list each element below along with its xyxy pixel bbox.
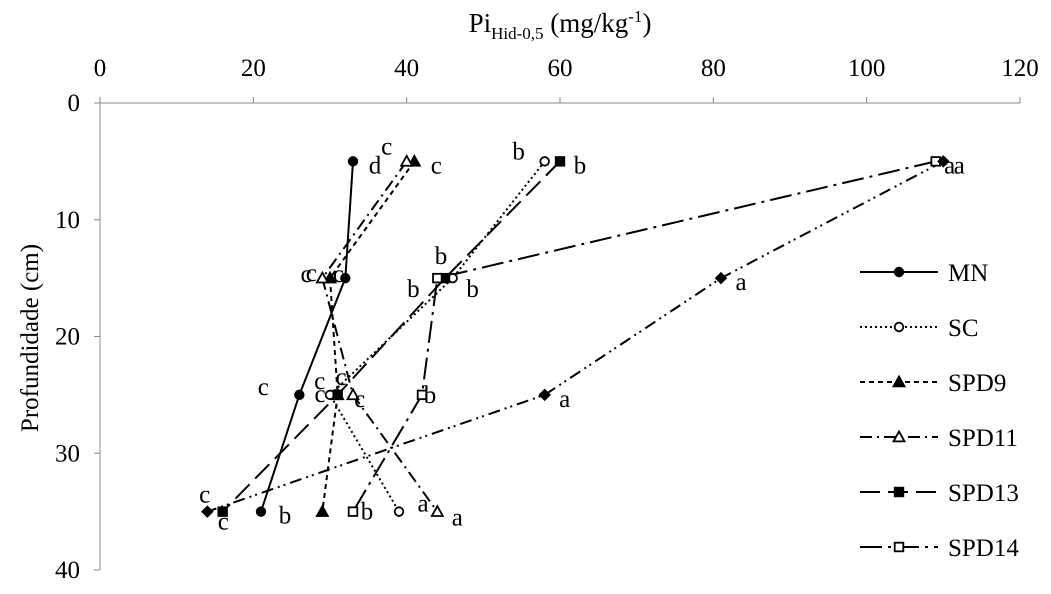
x-axis-title-unit-superscript: -1 [628, 7, 642, 26]
y-tick-label-2: 20 [55, 324, 80, 351]
legend-label-mn: MN [948, 260, 988, 287]
marker-spd15-3 [201, 505, 214, 518]
point-label-sc-2: c [314, 381, 325, 408]
point-label-spd13-1: b [435, 243, 448, 270]
legend-marker-mn [893, 266, 905, 278]
legend-marker-spd13 [893, 486, 905, 498]
point-label-spd13-2: c [314, 368, 325, 395]
marker-mn-2 [294, 389, 305, 401]
point-label-mn-3: b [279, 503, 292, 530]
x-tick-label-3: 60 [548, 55, 573, 82]
legend-label-spd13: SPD13 [948, 480, 1019, 507]
legend-label-spd15: SPD15 [948, 590, 1019, 594]
marker-spd15-0 [937, 155, 950, 168]
point-label-spd15-2: a [559, 386, 570, 413]
series-line-mn [260, 161, 354, 512]
point-label-spd11-2: c [335, 364, 346, 391]
legend-label-spd11: SPD11 [948, 425, 1018, 452]
series-line-spd15 [207, 160, 944, 513]
marker-spd14-2 [416, 389, 428, 401]
marker-spd13-2 [332, 389, 343, 401]
point-label-spd14-0: a [944, 152, 955, 179]
point-label-spd11-0: c [381, 133, 392, 160]
point-label-sc-3: a [417, 491, 428, 518]
x-axis-title-main: Pi [469, 8, 492, 38]
x-tick-label-1: 20 [241, 55, 266, 82]
point-label-spd14-3: b [361, 499, 374, 526]
x-tick-label-2: 40 [394, 55, 419, 82]
marker-mn-0 [347, 156, 359, 167]
series-line-spd13 [221, 160, 561, 513]
legend-marker-spd14 [893, 541, 905, 553]
marker-sc-3 [393, 506, 405, 517]
legend-label-spd14: SPD14 [948, 535, 1019, 562]
point-label-spd11-1: c [333, 261, 344, 288]
point-label-mn-1: c [306, 260, 317, 287]
marker-spd15-1 [714, 271, 728, 285]
series-lines [207, 160, 944, 513]
series-line-spd11 [321, 160, 439, 513]
marker-sc-0 [539, 156, 550, 167]
legend-label-spd9: SPD9 [948, 370, 1006, 397]
y-tick-label-1: 10 [55, 207, 80, 234]
legend-marker-spd9 [891, 374, 907, 388]
y-axis-title: Profundidade (cm) [17, 244, 44, 432]
marker-spd11-3 [430, 504, 445, 517]
marker-mn-1 [340, 272, 351, 284]
series-markers [201, 154, 950, 518]
legend-marker-spd11 [891, 429, 907, 443]
series-line-spd9 [321, 160, 416, 512]
marker-spd9-3 [315, 504, 330, 517]
x-axis-title-unit-close: ) [642, 8, 651, 38]
x-axis-title: PiHid-0,5 (mg/kg-1) [469, 7, 652, 43]
legend-marker-sc [893, 321, 905, 333]
point-label-sc-1: b [466, 276, 479, 303]
series-line-spd14 [352, 160, 936, 513]
point-label-spd15-0: a [954, 152, 965, 179]
point-label-spd9-0: c [431, 152, 442, 179]
x-tick-label-4: 80 [701, 55, 726, 82]
x-tick-label-0: 0 [94, 55, 107, 82]
point-label-sc-0: b [512, 138, 525, 165]
point-label-spd11-3: a [452, 505, 463, 532]
series-line-sc [329, 160, 546, 513]
marker-spd15-2 [538, 388, 551, 402]
point-label-spd15-3: c [218, 509, 229, 536]
marker-spd11-0 [399, 154, 414, 167]
point-label-spd9-2: c [354, 386, 365, 413]
marker-spd13-3 [217, 506, 228, 517]
marker-mn-3 [255, 506, 267, 517]
point-label-spd13-3: c [199, 482, 210, 509]
marker-spd14-1 [432, 272, 443, 284]
marker-spd11-1 [315, 270, 330, 284]
point-label-mn-2: c [258, 374, 269, 401]
point-label-spd14-1: b [407, 276, 420, 303]
marker-spd11-2 [345, 387, 361, 401]
x-tick-label-6: 120 [1001, 55, 1039, 82]
point-label-mn-0: d [369, 152, 382, 179]
point-label-spd15-1: a [735, 269, 746, 296]
marker-spd13-0 [554, 156, 566, 167]
point-label-spd14-2: b [424, 382, 437, 409]
x-axis-title-subscript: Hid-0,5 [491, 24, 543, 43]
legend-label-sc: SC [948, 315, 979, 342]
point-label-spd13-0: b [574, 152, 587, 179]
y-tick-label-0: 0 [68, 90, 81, 117]
y-tick-label-3: 30 [55, 440, 80, 467]
axes-group: 0 20 40 60 80 100 120 0 10 20 30 40 [55, 55, 1039, 584]
point-label-spd9-1: c [300, 261, 311, 288]
x-tick-label-5: 100 [848, 55, 886, 82]
y-tick-label-4: 40 [55, 557, 80, 584]
x-axis-title-unit: (mg/kg [544, 8, 629, 38]
legend: MN SC SPD9 SPD11 SPD13 SPD14 SPD15 [860, 260, 1019, 594]
marker-spd14-3 [347, 506, 359, 517]
